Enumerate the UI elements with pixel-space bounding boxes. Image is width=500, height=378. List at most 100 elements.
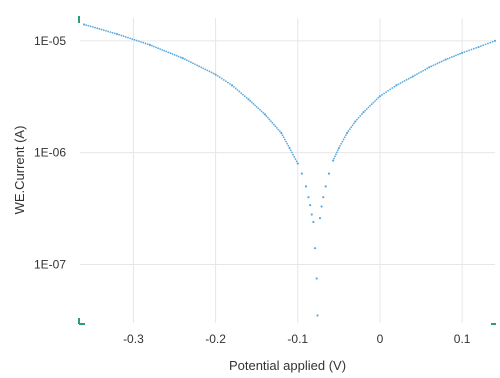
data-point [372, 101, 375, 104]
data-point [198, 65, 201, 68]
data-point [107, 30, 110, 33]
data-point [185, 59, 188, 62]
data-point [409, 76, 412, 79]
data-point [367, 106, 370, 109]
data-point [230, 84, 234, 87]
data-point [275, 127, 278, 129]
data-point [370, 103, 373, 106]
data-point [240, 92, 243, 94]
data-point [282, 136, 285, 139]
data-point [181, 57, 184, 60]
data-point [142, 41, 145, 44]
data-point [131, 38, 134, 40]
data-point [87, 24, 90, 27]
data-point [482, 44, 485, 47]
data-point [387, 89, 390, 92]
data-point [118, 33, 121, 36]
data-point [335, 153, 337, 156]
data-point [334, 155, 336, 158]
data-point [288, 146, 291, 150]
data-point [442, 59, 445, 62]
data-point [96, 27, 99, 30]
y-tick-labels: 1E-05 1E-06 1E-07 [34, 34, 66, 272]
data-point [430, 65, 433, 68]
data-point [340, 142, 343, 145]
data-point [411, 75, 414, 78]
data-point [342, 138, 345, 141]
data-point [245, 96, 248, 99]
x-tick-label: 0.1 [454, 332, 471, 346]
data-point [135, 39, 138, 42]
data-point [315, 277, 318, 280]
data-point [127, 36, 129, 39]
data-point [194, 63, 196, 66]
data-point [413, 74, 416, 77]
data-point [432, 64, 435, 67]
y-tick-label: 1E-05 [34, 34, 66, 48]
data-point [111, 31, 114, 34]
data-point [296, 162, 299, 165]
data-point [377, 96, 380, 99]
data-point [265, 115, 268, 117]
data-point [316, 314, 319, 317]
grid [80, 18, 495, 323]
data-point [124, 36, 127, 38]
data-point [202, 67, 205, 70]
plot-area [80, 18, 495, 323]
data-point [310, 213, 313, 216]
x-tick-label: -0.3 [123, 332, 144, 346]
data-point [171, 53, 174, 55]
data-point [236, 89, 239, 91]
data-point [365, 108, 368, 110]
data-point [179, 56, 182, 59]
data-point [277, 128, 280, 131]
data-point [83, 23, 86, 26]
data-point [109, 31, 112, 34]
data-point [250, 101, 253, 104]
axis-markers [78, 16, 496, 325]
data-point [208, 70, 211, 73]
data-point [242, 93, 244, 96]
data-point [274, 125, 277, 128]
data-point [350, 126, 353, 129]
data-point [262, 111, 265, 114]
x-tick-labels: -0.3 -0.2 -0.1 0 0.1 [123, 332, 471, 346]
x-tick-label: -0.1 [287, 332, 308, 346]
data-point [465, 50, 468, 53]
data-point [459, 52, 461, 55]
data-point [438, 61, 441, 64]
data-point [190, 61, 192, 64]
data-point [272, 123, 275, 126]
data-point [292, 153, 294, 156]
data-point [289, 149, 292, 152]
data-point [420, 70, 422, 73]
data-point [324, 185, 327, 188]
data-point [399, 82, 402, 85]
data-point [196, 64, 199, 67]
data-point [89, 25, 92, 28]
data-point [360, 113, 363, 115]
data-point [144, 42, 147, 45]
data-point [269, 120, 272, 123]
data-point [343, 136, 346, 139]
data-point [153, 45, 155, 48]
data-point [165, 50, 168, 53]
data-point [238, 90, 241, 93]
data-point [337, 146, 340, 150]
data-point [286, 142, 289, 145]
data-point [475, 46, 478, 49]
data-point [146, 43, 149, 46]
data-point [216, 74, 219, 77]
data-point [204, 68, 207, 71]
data-point [210, 71, 213, 74]
data-point [393, 85, 396, 88]
data-point [291, 151, 293, 154]
data-point [422, 69, 424, 72]
data-point [477, 45, 480, 49]
data-point [271, 121, 274, 124]
data-point [395, 84, 398, 87]
data-point [491, 40, 494, 43]
data-point [320, 205, 323, 208]
data-point [463, 51, 466, 53]
data-point [428, 66, 431, 69]
